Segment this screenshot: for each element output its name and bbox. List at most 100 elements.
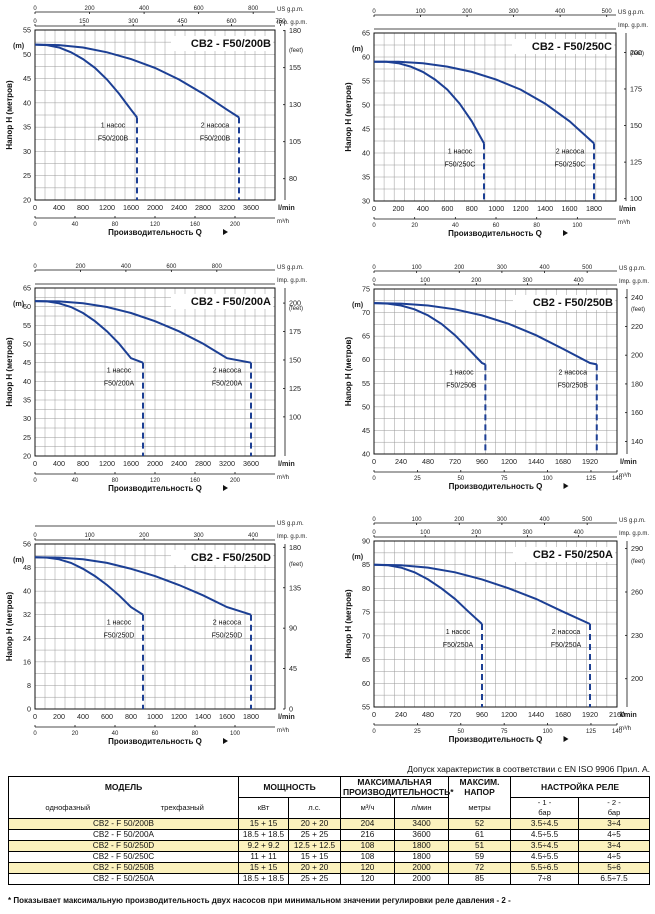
footnote: * Показывает максимальную производительн… (8, 896, 511, 905)
chart-3: 20 25 30 35 40 45 50 55 60 65 (m) Напор H (метров) 0… (5, 264, 307, 493)
m3h-tick-label: 0 (33, 222, 37, 228)
us-gpm-tick-label: 400 (540, 265, 551, 271)
row-relay-1: 4.5÷5.5 (510, 829, 580, 841)
x-tick-label: 600 (101, 712, 113, 721)
m3h-tick-label: 100 (543, 729, 554, 735)
x-unit: l/min (620, 710, 637, 719)
x-tick-label: 1200 (99, 203, 115, 212)
series-model: F50/200B (98, 135, 129, 142)
y-unit: (m) (352, 44, 364, 53)
feet-tick-label: 45 (289, 664, 297, 673)
x-tick-label: 800 (77, 459, 89, 468)
m3h-tick-label: 25 (414, 729, 421, 735)
us-gpm-tick-label: 0 (372, 9, 376, 15)
feet-tick-label: 200 (631, 351, 643, 360)
y-tick-label: 25 (23, 433, 31, 442)
feet-tick-label: 90 (289, 624, 297, 633)
series-line (374, 60, 485, 144)
row-kw: 11 + 11 (238, 851, 290, 863)
x-tick-label: 240 (395, 457, 407, 466)
y-tick-label: 50 (23, 50, 31, 59)
m3h-tick-label: 100 (543, 476, 554, 482)
chart-4: 40 45 50 55 60 65 70 75 (m) Напор H (метров) 0 240 4… (344, 265, 649, 491)
series-line (34, 43, 138, 119)
us-gpm-tick-label: 300 (509, 9, 520, 15)
series-name: 1 насос (446, 629, 471, 636)
y-tick-label: 65 (362, 332, 370, 341)
x-axis-label: Производительность Q (108, 737, 202, 746)
chart-title: CB2 - F50/250A (533, 549, 613, 561)
m3h-tick-label: 0 (33, 478, 37, 484)
row-m3h: 120 (340, 873, 396, 885)
row-kw: 15 + 15 (238, 818, 290, 830)
imp-gpm-tick-label: 300 (194, 533, 205, 539)
m3h-tick-label: 100 (572, 223, 583, 229)
x-tick-label: 400 (417, 204, 429, 213)
title-backing (171, 36, 273, 51)
y-tick-label: 55 (23, 321, 31, 330)
imp-gpm-tick-label: 300 (522, 278, 533, 284)
series-name: 1 насос (449, 369, 474, 376)
y-unit: (m) (13, 41, 25, 50)
m3h-tick-label: 125 (586, 729, 597, 735)
row-head: 52 (448, 818, 512, 830)
m3h-tick-label: 125 (586, 476, 597, 482)
arrow-right-icon (223, 229, 228, 235)
us-gpm-tick-label: 500 (602, 9, 613, 15)
y-tick-label: 35 (23, 123, 31, 132)
series-line (374, 60, 595, 145)
x-unit: l/min (620, 457, 637, 466)
y-tick-label: 55 (23, 26, 31, 35)
series-name: 2 насоса (559, 369, 588, 376)
arrow-right-icon (223, 485, 228, 491)
y-tick-label: 65 (23, 284, 31, 293)
m3h-tick-label: 80 (533, 223, 540, 229)
imp-gpm-tick-label: 200 (471, 278, 482, 284)
y-tick-label: 55 (362, 77, 370, 86)
series-name: 1 насос (107, 368, 132, 375)
y-axis-label: Напор H (метров) (344, 589, 353, 659)
x-tick-label: 0 (33, 203, 37, 212)
row-head: 51 (448, 840, 512, 852)
row-relay-2: 3÷4 (578, 818, 651, 830)
series-name: 2 насоса (552, 629, 581, 636)
title-backing (512, 39, 614, 54)
feet-tick-label: 200 (631, 674, 643, 683)
y-unit: (m) (13, 555, 25, 564)
y-tick-label: 56 (23, 540, 31, 549)
feet-tick-label: 100 (289, 412, 301, 421)
us-gpm-tick-label: 400 (540, 517, 551, 523)
relay-2-unit: бар (607, 808, 621, 817)
x-axis-label: Производительность Q (108, 484, 202, 493)
series-line (373, 302, 598, 366)
feet-tick-label: 100 (630, 194, 642, 203)
us-gpm-unit: US g.p.m. (618, 10, 645, 16)
row-model: CB2 - F 50/250A (7, 873, 240, 885)
y-tick-label: 24 (23, 634, 31, 643)
y-tick-label: 60 (362, 355, 370, 364)
y-tick-label: 50 (362, 101, 370, 110)
table-row: CB2 - F 50/250A 18.5 + 18.5 25 + 25 120 … (7, 873, 651, 885)
y-tick-label: 40 (23, 587, 31, 596)
series-name: 2 насоса (213, 368, 242, 375)
feet-unit: (feet) (630, 51, 644, 57)
x-tick-label: 1600 (562, 204, 578, 213)
feet-unit: (feet) (289, 562, 303, 568)
x-tick-label: 1440 (528, 457, 544, 466)
us-gpm-tick-label: 300 (497, 265, 508, 271)
x-tick-label: 2400 (171, 459, 187, 468)
y-tick-label: 25 (23, 171, 31, 180)
row-relay-2: 5÷6 (578, 862, 651, 874)
table-row: CB2 - F 50/250B 15 + 15 20 + 20 120 2000… (7, 862, 651, 874)
row-head: 85 (448, 873, 512, 885)
feet-tick-label: 200 (630, 48, 642, 57)
title-backing (171, 550, 273, 565)
m3h-tick-label: 80 (192, 731, 199, 737)
m3h-tick-label: 40 (112, 731, 119, 737)
row-relay-2: 3÷4 (578, 840, 651, 852)
y-tick-label: 75 (362, 608, 370, 617)
row-hp: 25 + 25 (288, 873, 342, 885)
series-line (34, 43, 240, 119)
